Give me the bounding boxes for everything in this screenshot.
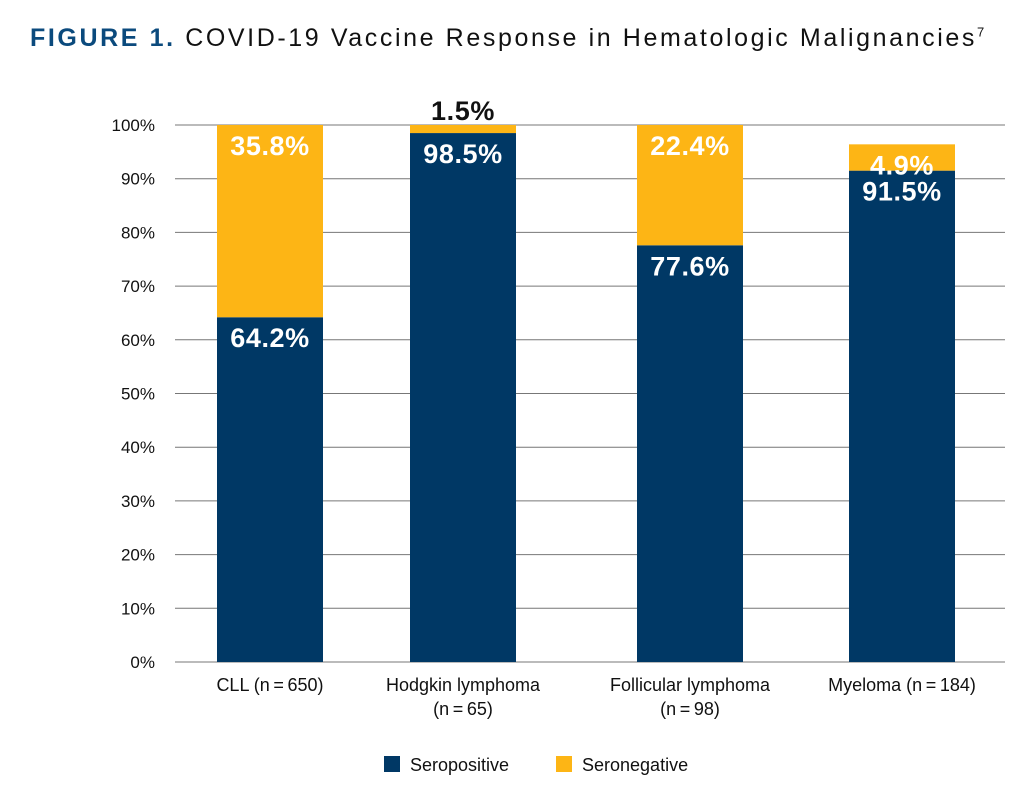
category-label: (n = 98) [660, 699, 720, 719]
legend-swatch [384, 756, 400, 772]
data-label-seronegative: 4.9% [870, 150, 934, 180]
data-label-seronegative: 1.5% [431, 96, 495, 126]
data-label-seropositive: 91.5% [862, 177, 942, 207]
y-tick-label: 10% [121, 599, 155, 618]
category-label: Follicular lymphoma [610, 675, 771, 695]
data-label-seropositive: 98.5% [423, 139, 503, 169]
bar-seronegative [410, 125, 516, 134]
legend-label: Seronegative [582, 755, 688, 775]
title-superscript: 7 [977, 24, 985, 40]
y-tick-label: 0% [130, 653, 155, 672]
category-label: Hodgkin lymphoma [386, 675, 541, 695]
bar-seropositive [637, 245, 743, 662]
legend-swatch [556, 756, 572, 772]
data-label-seronegative: 22.4% [650, 131, 730, 161]
bar-seronegative [217, 125, 323, 318]
y-tick-label: 40% [121, 438, 155, 457]
bar-seronegative [637, 125, 743, 246]
y-tick-label: 20% [121, 546, 155, 565]
category-label: Myeloma (n = 184) [828, 675, 976, 695]
category-label: CLL (n = 650) [216, 675, 323, 695]
y-tick-label: 90% [121, 170, 155, 189]
bar-seropositive [410, 133, 516, 662]
y-tick-label: 70% [121, 277, 155, 296]
bar-seronegative [849, 144, 955, 171]
legend-label: Seropositive [410, 755, 509, 775]
bar-seropositive [849, 170, 955, 662]
bar-seropositive [217, 317, 323, 662]
y-tick-label: 100% [112, 116, 155, 135]
y-tick-label: 50% [121, 385, 155, 404]
figure-label: FIGURE 1. [30, 24, 176, 52]
data-label-seronegative: 35.8% [230, 131, 310, 161]
title-text: COVID-19 Vaccine Response in Hematologic… [185, 24, 978, 52]
y-tick-label: 60% [121, 331, 155, 350]
data-label-seropositive: 77.6% [650, 251, 730, 281]
y-tick-label: 30% [121, 492, 155, 511]
category-label: (n = 65) [433, 699, 493, 719]
data-label-seropositive: 64.2% [230, 323, 310, 353]
chart-title: FIGURE 1. COVID-19 Vaccine Response in H… [30, 24, 984, 53]
y-tick-label: 80% [121, 223, 155, 242]
